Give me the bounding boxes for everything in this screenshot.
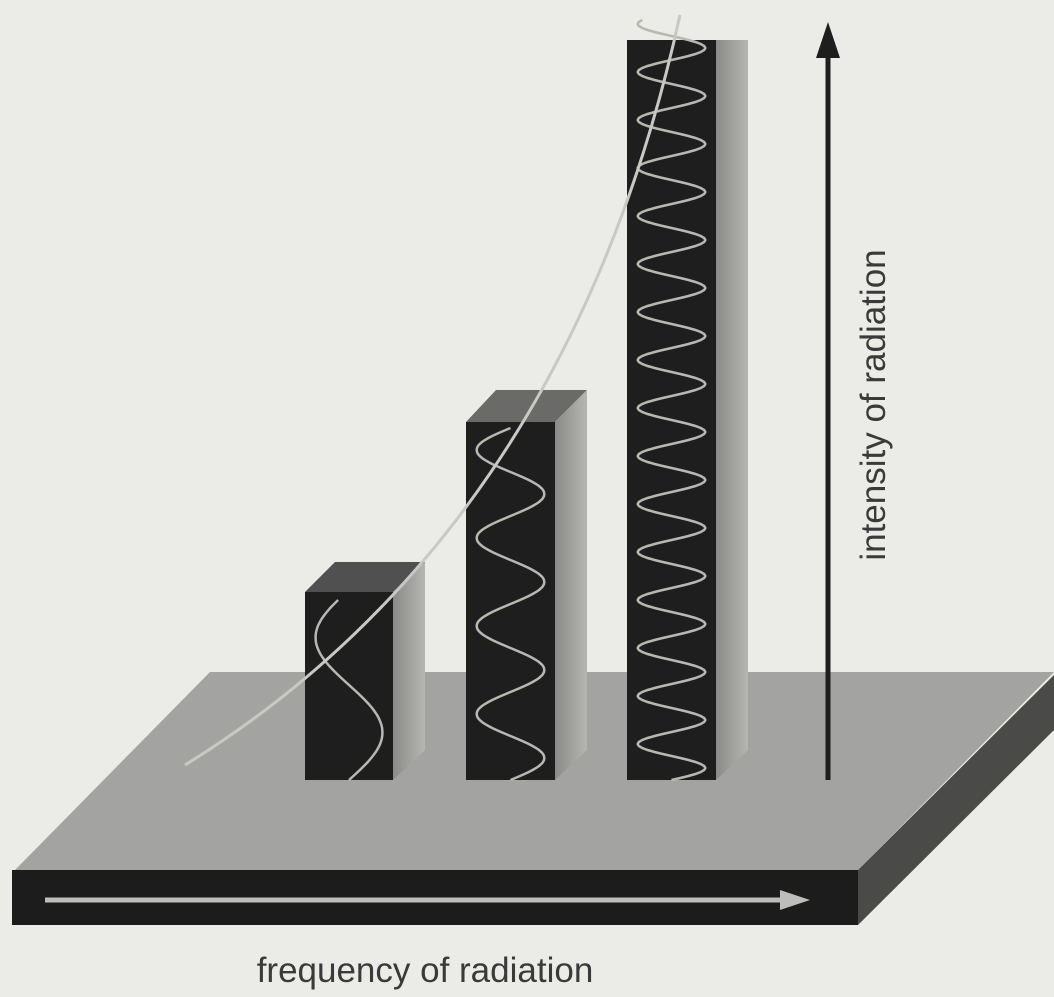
frequency-arrowhead: [780, 890, 810, 910]
bar-front: [466, 422, 555, 780]
wave: [475, 426, 546, 782]
waves: [314, 18, 707, 782]
horizontal-label: frequency of radiation: [257, 951, 594, 990]
vertical-label: intensity of radiation: [854, 249, 893, 560]
bar-top: [466, 390, 587, 422]
platform-side: [858, 675, 1054, 925]
bar-fade: [620, 0, 755, 260]
trend-curve: [184, 14, 682, 767]
bar-side: [393, 562, 425, 780]
bar-side: [555, 390, 587, 780]
wave: [636, 18, 707, 782]
bar-top: [305, 562, 425, 592]
intensity-arrowhead: [816, 22, 840, 58]
wave: [314, 599, 384, 781]
